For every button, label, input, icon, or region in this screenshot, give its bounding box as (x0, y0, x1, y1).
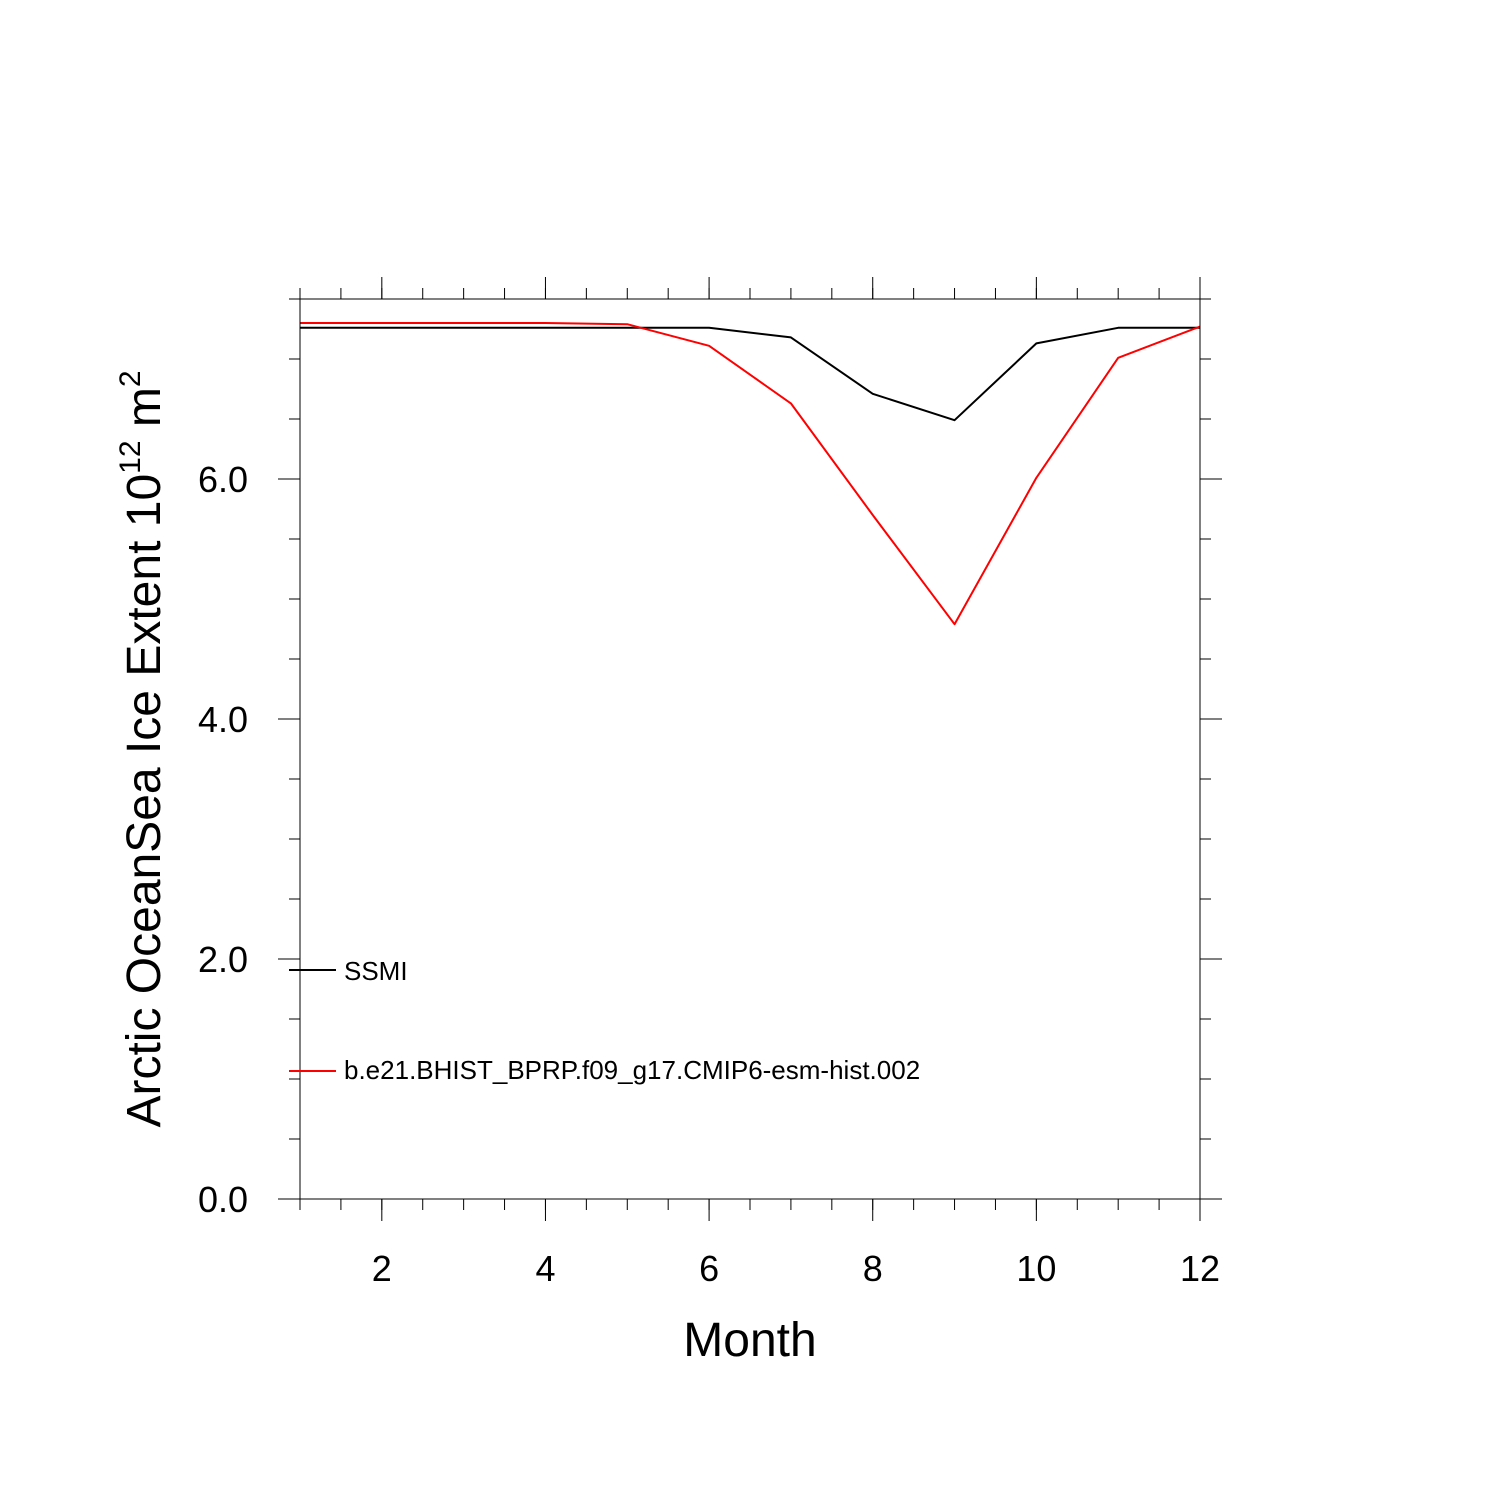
series-line-0 (300, 326, 1200, 422)
y-axis-label-exponent: 12 (114, 440, 147, 473)
y-axis-label-unit: m (118, 387, 171, 440)
y-tick-label: 6.0 (198, 459, 248, 500)
series-line-1 (300, 322, 1201, 626)
legend: SSMI b.e21.BHIST_BPRP.f09_g17.CMIP6-esm-… (289, 956, 920, 1085)
series-lines (300, 322, 1201, 626)
y-axis-label-unit-exponent: 2 (114, 370, 147, 387)
x-tick-label: 2 (372, 1248, 392, 1289)
x-tick-label: 10 (1016, 1248, 1056, 1289)
legend-label-1: b.e21.BHIST_BPRP.f09_g17.CMIP6-esm-hist.… (344, 1055, 920, 1085)
plot-frame (299, 298, 1201, 1200)
y-tick-label: 2.0 (198, 939, 248, 980)
y-axis-label: Arctic OceanSea Ice Extent 1012 m2 (114, 370, 171, 1127)
x-tick-label: 8 (863, 1248, 883, 1289)
x-tick-label: 12 (1180, 1248, 1220, 1289)
x-tick-label: 6 (699, 1248, 719, 1289)
y-axis-label-main: Arctic OceanSea Ice Extent 10 (118, 474, 171, 1128)
x-axis-label: Month (683, 1314, 816, 1367)
tick-labels: 2 4 6 8 10 12 0.0 2.0 4.0 6.0 (198, 459, 1220, 1289)
y-tick-label: 0.0 (198, 1179, 248, 1220)
legend-label-0: SSMI (344, 956, 408, 986)
y-tick-label: 4.0 (198, 699, 248, 740)
x-tick-label: 4 (535, 1248, 555, 1289)
major-ticks (278, 277, 1222, 1221)
